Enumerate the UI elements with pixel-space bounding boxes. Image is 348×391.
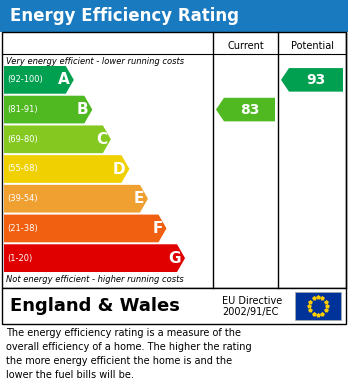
Polygon shape bbox=[4, 66, 74, 94]
Polygon shape bbox=[4, 244, 185, 272]
Text: E: E bbox=[134, 191, 144, 206]
Text: Very energy efficient - lower running costs: Very energy efficient - lower running co… bbox=[6, 57, 184, 66]
Bar bbox=[2, 288, 346, 324]
Polygon shape bbox=[281, 68, 343, 91]
Bar bbox=[2, 32, 346, 288]
Text: Potential: Potential bbox=[291, 41, 333, 51]
Text: 2002/91/EC: 2002/91/EC bbox=[222, 307, 278, 317]
Text: (55-68): (55-68) bbox=[7, 165, 38, 174]
Polygon shape bbox=[4, 185, 148, 213]
Text: Current: Current bbox=[227, 41, 264, 51]
Text: England & Wales: England & Wales bbox=[10, 297, 180, 315]
Text: 83: 83 bbox=[240, 102, 259, 117]
Polygon shape bbox=[4, 126, 111, 153]
Text: G: G bbox=[168, 251, 181, 265]
Text: F: F bbox=[152, 221, 163, 236]
Text: B: B bbox=[77, 102, 88, 117]
Text: (1-20): (1-20) bbox=[7, 254, 32, 263]
Text: Not energy efficient - higher running costs: Not energy efficient - higher running co… bbox=[6, 276, 184, 285]
Text: D: D bbox=[113, 161, 125, 176]
Polygon shape bbox=[216, 98, 275, 121]
Text: (21-38): (21-38) bbox=[7, 224, 38, 233]
Text: C: C bbox=[96, 132, 107, 147]
Text: (92-100): (92-100) bbox=[7, 75, 43, 84]
Text: 93: 93 bbox=[306, 73, 326, 87]
Text: A: A bbox=[58, 72, 70, 87]
Text: The energy efficiency rating is a measure of the
overall efficiency of a home. T: The energy efficiency rating is a measur… bbox=[6, 328, 252, 380]
Text: EU Directive: EU Directive bbox=[222, 296, 282, 306]
Text: (81-91): (81-91) bbox=[7, 105, 38, 114]
Text: (39-54): (39-54) bbox=[7, 194, 38, 203]
Polygon shape bbox=[4, 215, 166, 242]
Polygon shape bbox=[4, 96, 92, 124]
Text: Energy Efficiency Rating: Energy Efficiency Rating bbox=[10, 7, 239, 25]
Bar bbox=[295, 292, 341, 320]
Polygon shape bbox=[4, 155, 129, 183]
Bar bbox=[0, 0, 348, 32]
Text: (69-80): (69-80) bbox=[7, 135, 38, 144]
